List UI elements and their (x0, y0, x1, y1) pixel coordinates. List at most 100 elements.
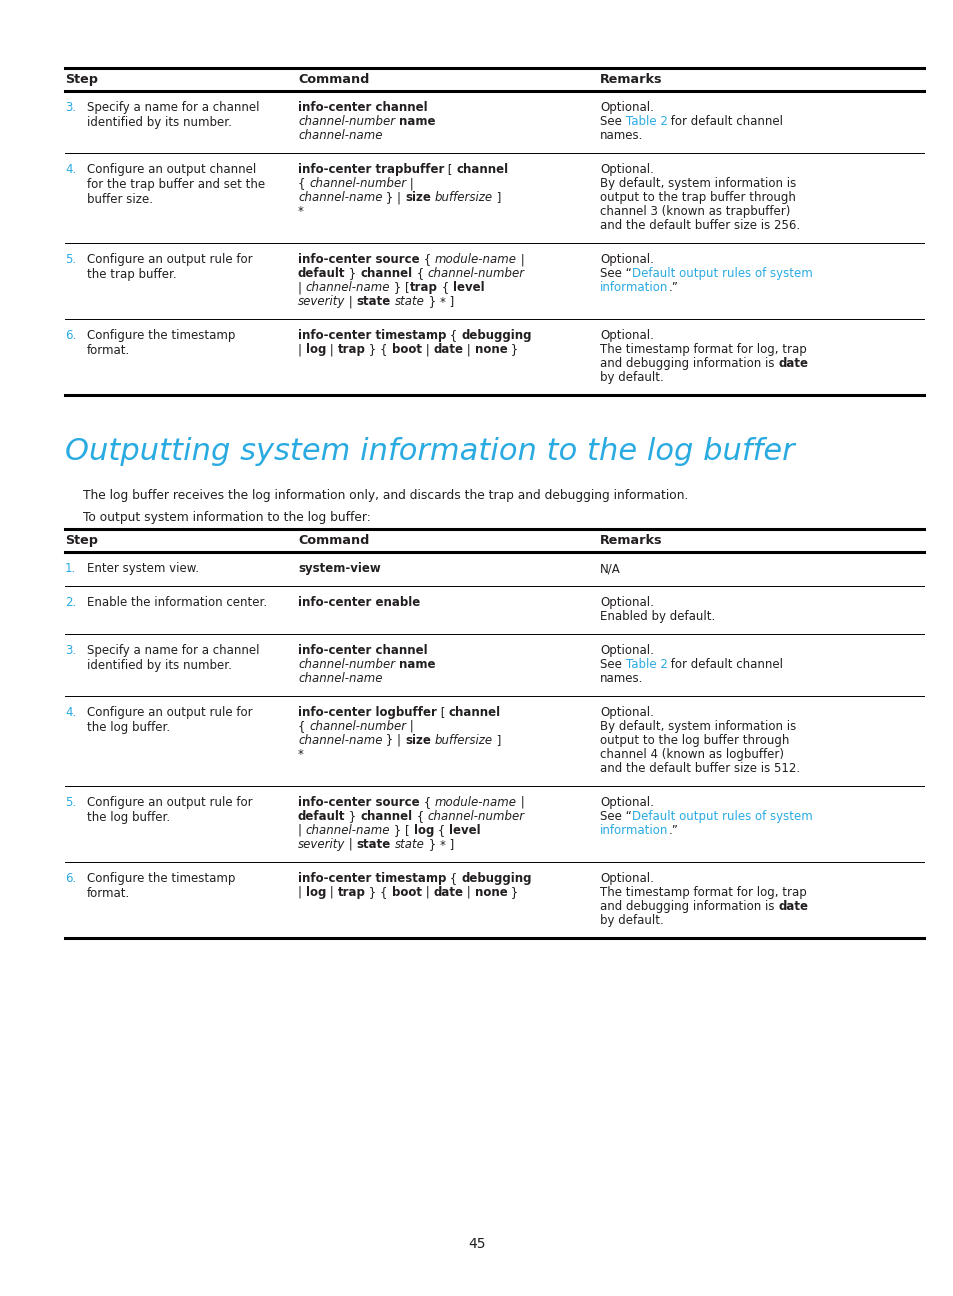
Text: Default output rules of system: Default output rules of system (631, 810, 812, 823)
Text: default: default (297, 810, 345, 823)
Text: Command: Command (297, 73, 369, 86)
Text: 5.: 5. (65, 253, 76, 266)
Text: |: | (421, 886, 433, 899)
Text: channel-number: channel-number (309, 721, 406, 734)
Text: module-name: module-name (435, 796, 517, 809)
Text: debugging: debugging (461, 329, 532, 342)
Text: name: name (398, 115, 435, 128)
Text: .”: .” (668, 281, 678, 294)
Text: |: | (326, 343, 337, 356)
Text: system-view: system-view (297, 562, 380, 575)
Text: } {: } { (365, 343, 392, 356)
Text: *: * (297, 748, 304, 761)
Text: Optional.: Optional. (599, 101, 653, 114)
Text: *: * (297, 205, 304, 218)
Text: info-center channel: info-center channel (297, 101, 427, 114)
Text: date: date (433, 886, 463, 899)
Text: {: { (419, 796, 435, 809)
Text: {: { (297, 721, 309, 734)
Text: Enabled by default.: Enabled by default. (599, 610, 715, 623)
Text: channel-name: channel-name (305, 824, 390, 837)
Text: Configure an output rule for
the log buffer.: Configure an output rule for the log buf… (87, 706, 253, 734)
Text: |: | (297, 281, 305, 294)
Text: Step: Step (65, 73, 98, 86)
Text: |: | (463, 343, 475, 356)
Text: {: { (413, 810, 427, 823)
Text: [: [ (436, 706, 449, 719)
Text: Optional.: Optional. (599, 596, 653, 609)
Text: state: state (356, 839, 391, 851)
Text: state: state (356, 295, 391, 308)
Text: |: | (406, 721, 414, 734)
Text: size: size (405, 191, 431, 203)
Text: } |: } | (382, 734, 405, 746)
Text: Enable the information center.: Enable the information center. (87, 596, 267, 609)
Text: info-center timestamp: info-center timestamp (297, 872, 446, 885)
Text: |: | (345, 295, 356, 308)
Text: The log buffer receives the log information only, and discards the trap and debu: The log buffer receives the log informat… (83, 489, 688, 502)
Text: channel: channel (449, 706, 500, 719)
Text: channel-number: channel-number (427, 267, 524, 280)
Text: |: | (297, 824, 305, 837)
Text: names.: names. (599, 673, 642, 686)
Text: channel 4 (known as logbuffer): channel 4 (known as logbuffer) (599, 748, 783, 761)
Text: Configure an output channel
for the trap buffer and set the
buffer size.: Configure an output channel for the trap… (87, 163, 265, 206)
Text: Configure the timestamp
format.: Configure the timestamp format. (87, 872, 235, 899)
Text: Remarks: Remarks (599, 73, 661, 86)
Text: names.: names. (599, 130, 642, 143)
Text: name: name (398, 658, 435, 671)
Text: See “: See “ (599, 810, 631, 823)
Text: debugging: debugging (461, 872, 532, 885)
Text: Configure the timestamp
format.: Configure the timestamp format. (87, 329, 235, 356)
Text: date: date (433, 343, 463, 356)
Text: by default.: by default. (599, 371, 663, 384)
Text: output to the trap buffer through: output to the trap buffer through (599, 191, 795, 203)
Text: log: log (305, 886, 326, 899)
Text: trap: trap (337, 886, 365, 899)
Text: .”: .” (668, 824, 678, 837)
Text: for default channel: for default channel (667, 115, 782, 128)
Text: Table 2: Table 2 (625, 658, 667, 671)
Text: info-center channel: info-center channel (297, 644, 427, 657)
Text: Configure an output rule for
the trap buffer.: Configure an output rule for the trap bu… (87, 253, 253, 281)
Text: } * ]: } * ] (424, 839, 454, 851)
Text: by default.: by default. (599, 914, 663, 927)
Text: Enter system view.: Enter system view. (87, 562, 199, 575)
Text: channel-name: channel-name (297, 191, 382, 203)
Text: Configure an output rule for
the log buffer.: Configure an output rule for the log buf… (87, 796, 253, 824)
Text: See: See (599, 115, 625, 128)
Text: module-name: module-name (435, 253, 517, 266)
Text: log: log (414, 824, 434, 837)
Text: buffersize: buffersize (435, 734, 493, 746)
Text: channel: channel (360, 267, 413, 280)
Text: 4.: 4. (65, 706, 76, 719)
Text: trap: trap (337, 343, 365, 356)
Text: info-center source: info-center source (297, 253, 419, 266)
Text: for default channel: for default channel (667, 658, 782, 671)
Text: channel-name: channel-name (297, 673, 382, 686)
Text: {: { (446, 329, 461, 342)
Text: date: date (778, 356, 807, 369)
Text: |: | (297, 343, 305, 356)
Text: channel 3 (known as trapbuffer): channel 3 (known as trapbuffer) (599, 205, 789, 218)
Text: }: } (345, 810, 360, 823)
Text: |: | (463, 886, 475, 899)
Text: {: { (434, 824, 449, 837)
Text: |: | (517, 253, 524, 266)
Text: Specify a name for a channel
identified by its number.: Specify a name for a channel identified … (87, 644, 259, 673)
Text: none: none (475, 886, 507, 899)
Text: channel-number: channel-number (297, 115, 395, 128)
Text: channel: channel (360, 810, 413, 823)
Text: none: none (475, 343, 507, 356)
Text: } [: } [ (390, 824, 414, 837)
Text: 3.: 3. (65, 644, 76, 657)
Text: 6.: 6. (65, 329, 76, 342)
Text: {: { (437, 281, 453, 294)
Text: Specify a name for a channel
identified by its number.: Specify a name for a channel identified … (87, 101, 259, 130)
Text: state: state (395, 839, 424, 851)
Text: boot: boot (392, 886, 421, 899)
Text: Optional.: Optional. (599, 644, 653, 657)
Text: {: { (419, 253, 435, 266)
Text: level: level (453, 281, 484, 294)
Text: and the default buffer size is 512.: and the default buffer size is 512. (599, 762, 800, 775)
